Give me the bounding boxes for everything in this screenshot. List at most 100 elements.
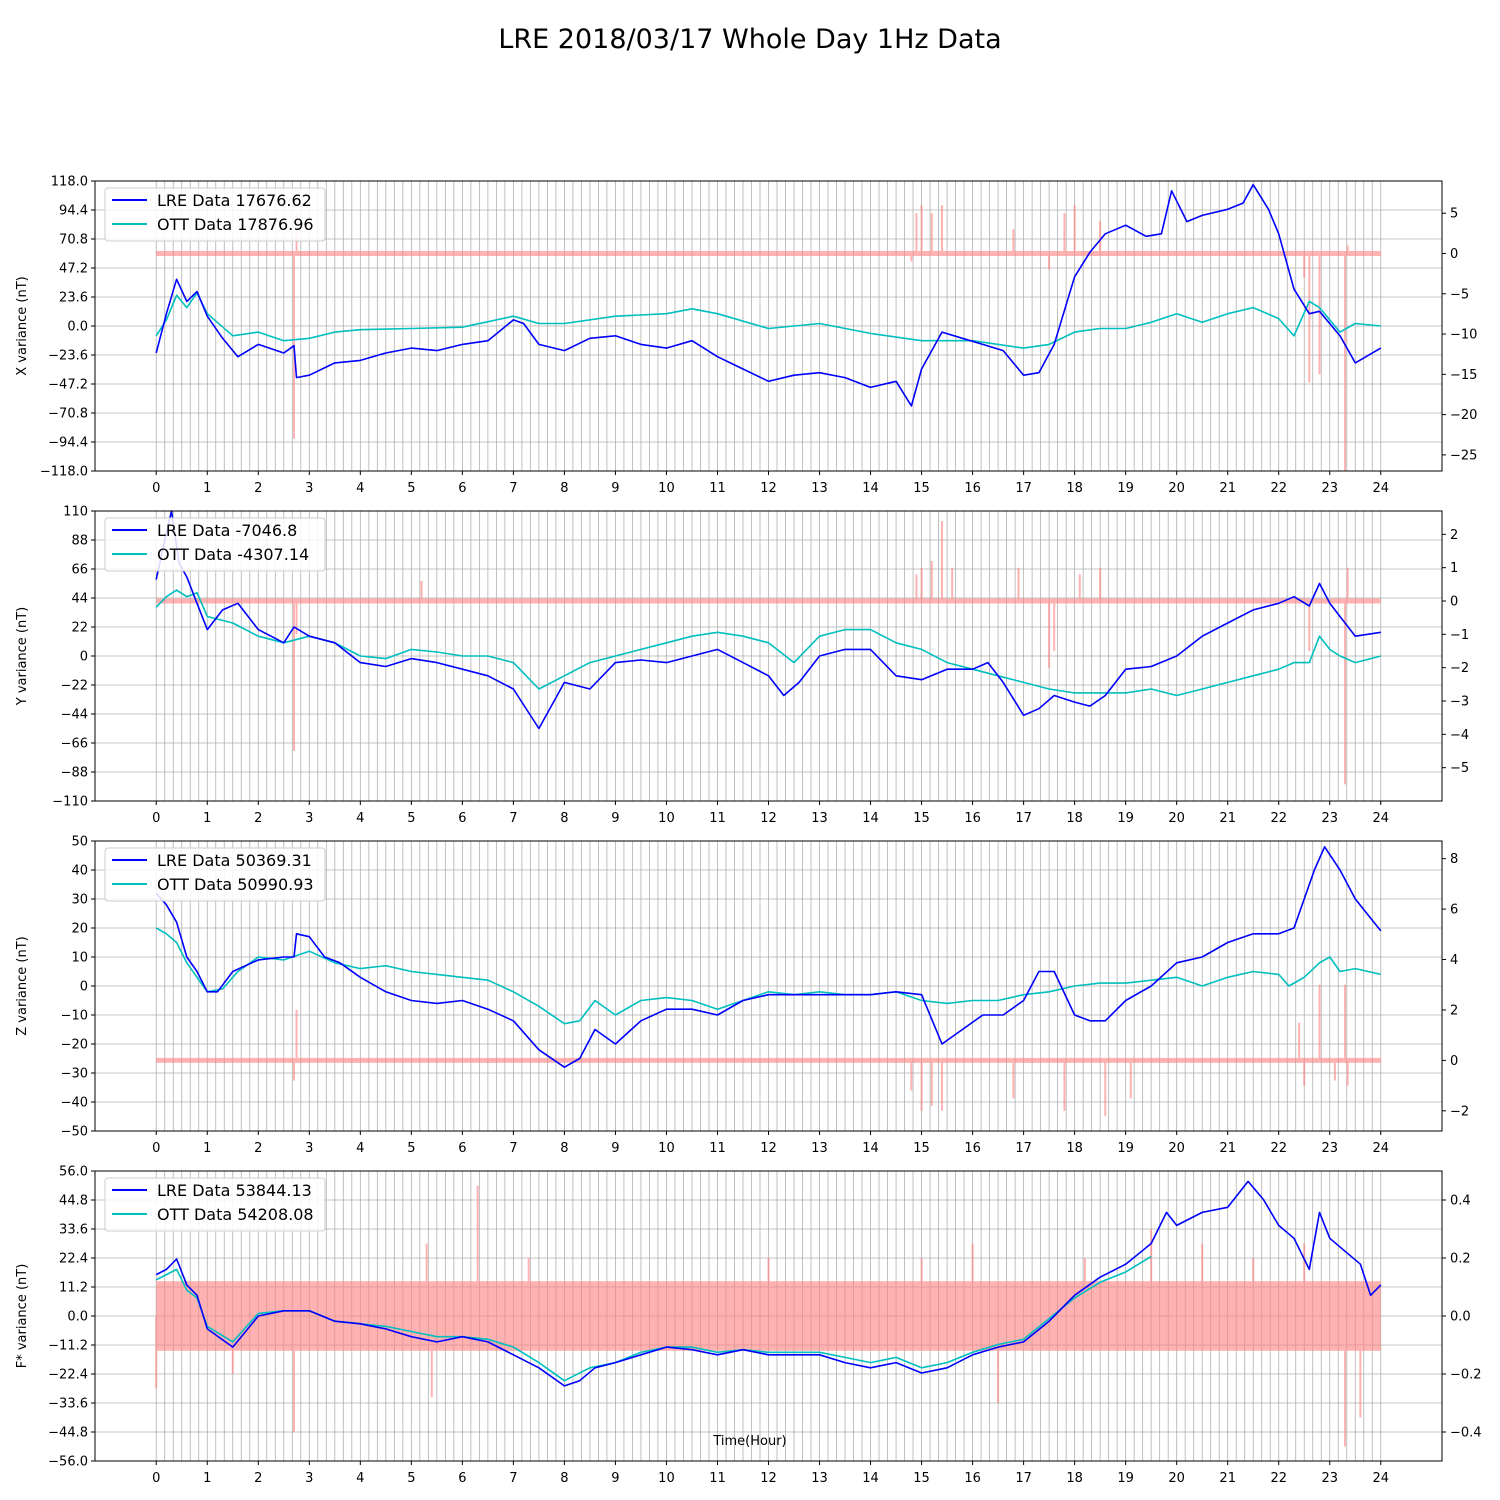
- y2-tick-label: −4: [1450, 728, 1469, 743]
- x-tick-label: 9: [611, 811, 619, 826]
- x-tick-label: 19: [1117, 481, 1134, 496]
- y-tick-label: −33.6: [48, 1397, 88, 1412]
- y-tick-label: −11.2: [48, 1339, 88, 1354]
- x-tick-label: 4: [356, 811, 364, 826]
- x-tick-label: 3: [305, 1141, 313, 1156]
- panel-2: 110886644220−22−44−66−88−110210−1−2−3−4−…: [15, 505, 1469, 827]
- legend-box: [104, 187, 326, 242]
- x-tick-label: 17: [1015, 811, 1032, 826]
- x-tick-label: 0: [152, 481, 160, 496]
- y-tick-label: −66: [61, 737, 88, 752]
- x-tick-label: 12: [760, 1141, 777, 1156]
- y-tick-label: 0: [80, 980, 88, 995]
- y2-tick-label: 4: [1450, 953, 1458, 968]
- legend-box: [104, 847, 326, 902]
- legend: LRE Data -7046.8 OTT Data -4307.14: [104, 517, 326, 572]
- y2-tick-label: −2: [1450, 661, 1469, 676]
- x-tick-label: 7: [509, 481, 517, 496]
- y-tick-label: −118.0: [40, 465, 88, 480]
- y-axis-label: F* variance (nT): [15, 1264, 30, 1369]
- y-axis-label: Y variance (nT): [15, 607, 30, 707]
- x-tick-label: 1: [203, 481, 211, 496]
- legend-label-lre: LRE Data 53844.13: [157, 1181, 312, 1200]
- y-tick-label: 110: [63, 505, 88, 520]
- x-tick-label: 3: [305, 481, 313, 496]
- y-tick-label: −23.6: [48, 349, 88, 364]
- y2-tick-label: 0.0: [1450, 1310, 1471, 1325]
- y-tick-label: −94.4: [48, 436, 88, 451]
- y2-tick-label: −25: [1450, 448, 1477, 463]
- y-tick-label: 20: [71, 922, 88, 937]
- lre-series-line: [155, 510, 1381, 730]
- x-tick-label: 11: [709, 1471, 726, 1486]
- y2-tick-label: −3: [1450, 695, 1469, 710]
- x-tick-label: 18: [1066, 1141, 1083, 1156]
- y-tick-label: 47.2: [59, 262, 88, 277]
- y-tick-label: 44.8: [59, 1194, 88, 1209]
- legend: LRE Data 50369.31 OTT Data 50990.93: [104, 847, 326, 902]
- x-tick-label: 16: [964, 1141, 981, 1156]
- y-tick-label: −88: [61, 766, 88, 781]
- x-tick-label: 22: [1270, 1471, 1287, 1486]
- y-tick-label: 33.6: [59, 1223, 88, 1238]
- x-tick-label: 24: [1372, 811, 1389, 826]
- y2-tick-label: 5: [1450, 207, 1458, 222]
- x-tick-label: 4: [356, 481, 364, 496]
- y2-tick-label: 1: [1450, 561, 1458, 576]
- x-tick-label: 0: [152, 811, 160, 826]
- x-tick-label: 21: [1219, 1141, 1236, 1156]
- x-tick-label: 2: [254, 1141, 262, 1156]
- x-tick-label: 17: [1015, 1141, 1032, 1156]
- x-tick-label: 8: [560, 811, 568, 826]
- y-tick-label: 88: [71, 534, 88, 549]
- y2-tick-label: 0: [1450, 1054, 1458, 1069]
- x-tick-label: 3: [305, 1471, 313, 1486]
- x-tick-label: 0: [152, 1471, 160, 1486]
- x-tick-label: 22: [1270, 481, 1287, 496]
- x-tick-label: 19: [1117, 811, 1134, 826]
- x-tick-label: 5: [407, 811, 415, 826]
- x-tick-label: 13: [811, 1141, 828, 1156]
- x-tick-label: 22: [1270, 1141, 1287, 1156]
- y-tick-label: −44: [61, 708, 88, 723]
- y-tick-label: 94.4: [59, 204, 88, 219]
- y-tick-label: 118.0: [51, 175, 88, 190]
- x-tick-label: 8: [560, 1141, 568, 1156]
- y-tick-label: 30: [71, 893, 88, 908]
- x-tick-label: 20: [1168, 1471, 1185, 1486]
- x-tick-label: 24: [1372, 1141, 1389, 1156]
- panel-1: 118.0 94.4 70.8 47.2 23.6 0.0 −23.6 −47.2 −70.8 −…: [15, 175, 1477, 497]
- x-tick-label: 7: [509, 1141, 517, 1156]
- x-tick-label: 23: [1321, 481, 1338, 496]
- legend-label-lre: LRE Data -7046.8: [157, 521, 297, 540]
- y-tick-label: −50: [61, 1125, 88, 1140]
- x-tick-label: 21: [1219, 811, 1236, 826]
- y2-tick-label: −20: [1450, 408, 1477, 423]
- legend-label-ott: OTT Data -4307.14: [157, 545, 309, 564]
- x-tick-label: 11: [709, 481, 726, 496]
- legend-label-ott: OTT Data 50990.93: [157, 875, 314, 894]
- y-axis-label: X variance (nT): [15, 276, 30, 375]
- y-tick-label: −10: [61, 1009, 88, 1024]
- x-tick-label: 10: [658, 481, 675, 496]
- difference-trace: [155, 1185, 1381, 1447]
- y-tick-label: −30: [61, 1067, 88, 1082]
- x-tick-label: 5: [407, 1141, 415, 1156]
- x-tick-label: 21: [1219, 1471, 1236, 1486]
- x-tick-label: 18: [1066, 481, 1083, 496]
- x-tick-label: 13: [811, 811, 828, 826]
- x-tick-label: 12: [760, 1471, 777, 1486]
- y2-tick-label: −0.2: [1450, 1368, 1482, 1383]
- y2-tick-label: −5: [1450, 761, 1469, 776]
- difference-trace: [156, 521, 1381, 785]
- x-tick-label: 5: [407, 1471, 415, 1486]
- x-tick-label: 22: [1270, 811, 1287, 826]
- x-tick-label: 9: [611, 1471, 619, 1486]
- x-tick-label: 14: [862, 1141, 879, 1156]
- y-tick-label: 56.0: [59, 1165, 88, 1180]
- y-tick-label: 70.8: [59, 233, 88, 248]
- x-tick-label: 24: [1372, 481, 1389, 496]
- x-tick-label: 6: [458, 1471, 466, 1486]
- lre-series-line: [155, 1180, 1382, 1387]
